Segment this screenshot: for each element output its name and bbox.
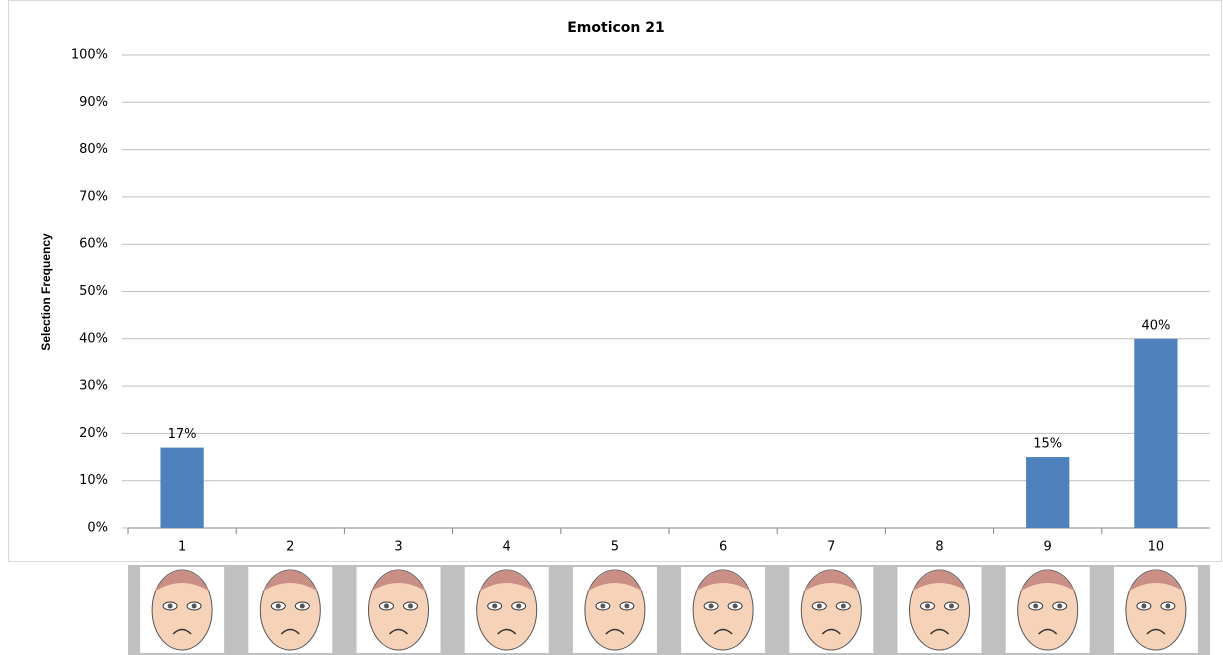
face-hair (803, 570, 860, 592)
face-hair (478, 570, 535, 592)
chart-border (8, 0, 1222, 562)
face-pupil (516, 603, 522, 609)
y-tick-label: 20% (79, 426, 108, 441)
y-tick-label: 30% (79, 379, 108, 394)
face-pupil (925, 603, 930, 609)
face-pupil (167, 603, 173, 609)
face-mouth (605, 628, 625, 635)
face-pupil (275, 603, 281, 609)
face-hair (586, 570, 643, 592)
y-axis-label: Selection Frequency (39, 233, 53, 351)
bar (160, 447, 204, 528)
y-tick-label: 70% (79, 189, 108, 204)
face-hair (370, 570, 427, 592)
x-tick-label: 6 (719, 540, 727, 555)
face-hair (262, 570, 319, 592)
data-label: 17% (168, 427, 197, 442)
face-hair (911, 570, 968, 592)
x-tick-label: 8 (935, 540, 943, 555)
y-tick-label: 0% (87, 521, 108, 536)
x-tick-label: 4 (503, 540, 511, 555)
face-hair (1019, 570, 1076, 592)
face-mouth (388, 628, 409, 635)
face-pupil (600, 603, 606, 609)
face-pupil (384, 603, 389, 609)
face-mouth (821, 628, 841, 635)
face-pupil (1165, 603, 1171, 609)
face-pupil (408, 603, 413, 609)
face-pupil (949, 603, 954, 609)
y-tick-label: 40% (79, 331, 108, 346)
face-mouth (172, 628, 192, 635)
face-pupil (624, 603, 630, 609)
face-hair (1127, 570, 1184, 592)
bar (1134, 338, 1178, 528)
face-pupil (299, 603, 305, 609)
x-tick-label: 10 (1148, 540, 1165, 555)
y-tick-label: 90% (79, 95, 108, 110)
x-tick-label: 9 (1044, 540, 1052, 555)
chart-title: Emoticon 21 (567, 20, 665, 36)
data-label: 40% (1141, 318, 1170, 333)
face-mouth (280, 628, 300, 635)
x-tick-label: 5 (611, 540, 619, 555)
x-tick-label: 7 (827, 540, 835, 555)
y-tick-label: 50% (79, 284, 108, 299)
face-mouth (1146, 628, 1166, 635)
x-tick-label: 2 (286, 540, 294, 555)
y-tick-label: 60% (79, 237, 108, 252)
face-pupil (492, 603, 498, 609)
face-pupil (708, 603, 714, 609)
face-pupil (1033, 603, 1039, 609)
face-pupil (191, 603, 197, 609)
face-pupil (1141, 603, 1147, 609)
face-mouth (929, 628, 950, 635)
face-hair (695, 570, 752, 592)
face-pupil (816, 603, 822, 609)
face-mouth (713, 628, 733, 635)
y-tick-label: 100% (71, 48, 108, 63)
face-mouth (497, 628, 517, 635)
face-hair (154, 570, 211, 592)
x-tick-label: 1 (178, 540, 186, 555)
face-pupil (840, 603, 846, 609)
y-tick-label: 80% (79, 142, 108, 157)
face-pupil (732, 603, 738, 609)
face-mouth (1038, 628, 1058, 635)
data-label: 15% (1033, 437, 1062, 452)
face-pupil (1057, 603, 1063, 609)
y-tick-label: 10% (79, 473, 108, 488)
bar (1026, 457, 1070, 528)
x-tick-label: 3 (394, 540, 402, 555)
